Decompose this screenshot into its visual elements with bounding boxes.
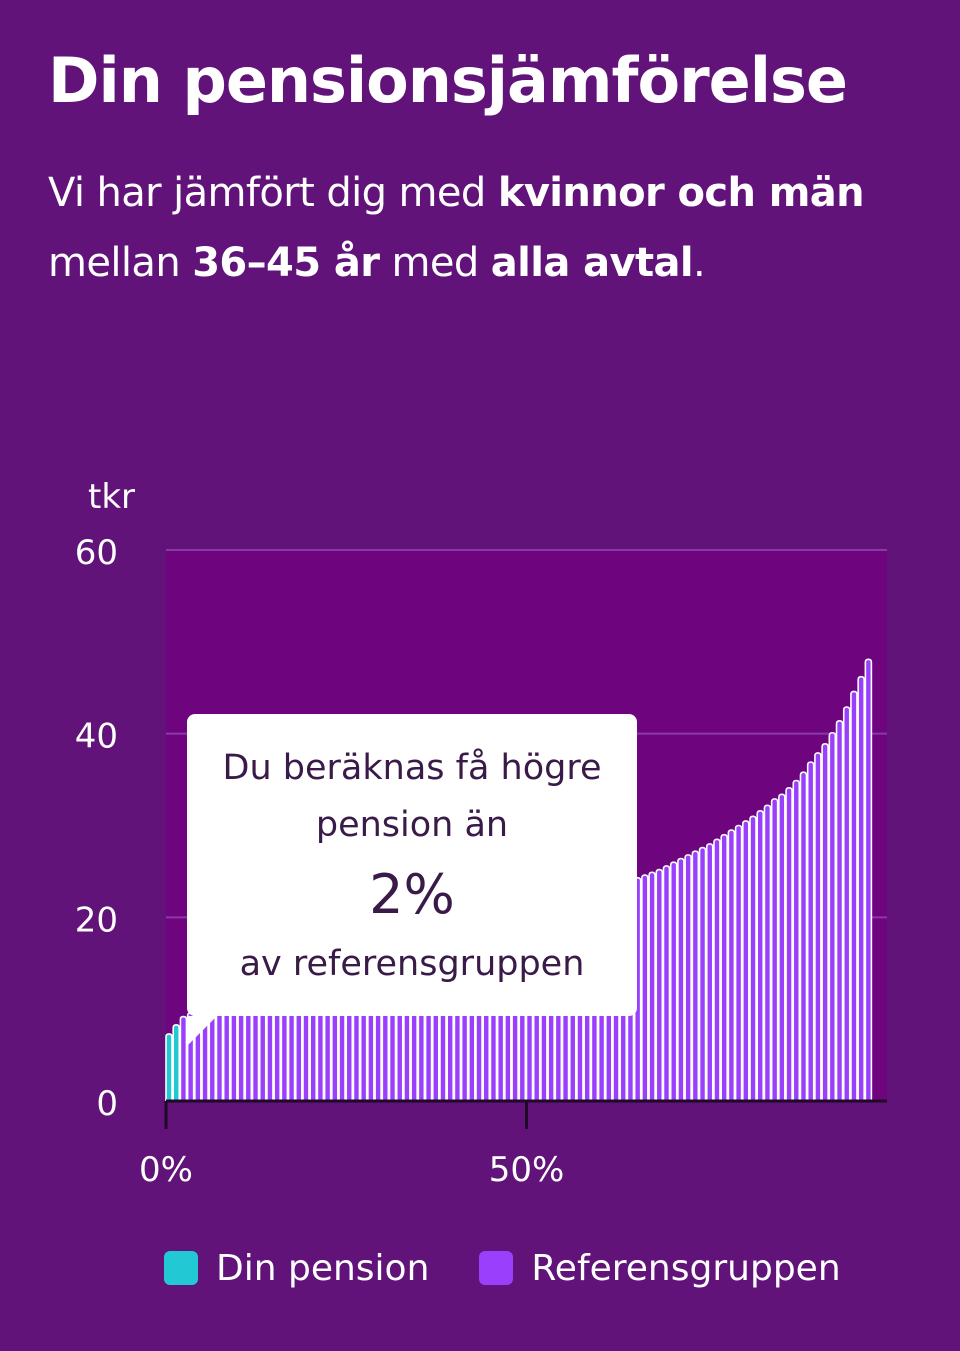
bar-reference-group — [850, 690, 858, 1102]
bar-reference-group — [756, 810, 765, 1102]
bar-reference-group — [720, 833, 728, 1102]
bar-reference-group — [835, 720, 844, 1102]
bar-reference-group — [705, 843, 714, 1102]
subtitle-text-1: Vi har jämfört dig med — [48, 170, 498, 216]
bar-reference-group — [821, 742, 829, 1102]
comparison-description: Vi har jämfört dig med kvinnor och män m… — [48, 158, 918, 298]
chart-legend: Din pension Referensgruppen — [164, 1240, 891, 1296]
bar-reference-group — [641, 874, 649, 1102]
y-tick-label: 60 — [75, 533, 118, 573]
percentile-callout: Du beräknas få högre pension än 2% av re… — [187, 714, 637, 1046]
bar-own-pension — [165, 1033, 173, 1102]
bar-reference-group — [648, 871, 656, 1102]
chart-svg: 0 20 40 60 tkr 0% 50% — [75, 477, 887, 1190]
bar-reference-group — [857, 675, 865, 1102]
page-title: Din pensionsjämförelse — [48, 44, 848, 117]
callout-text-top: Du beräknas få högre pension än — [222, 748, 602, 845]
y-tick-label: 0 — [96, 1084, 118, 1124]
subtitle-group-gender: kvinnor och män — [497, 170, 865, 216]
bar-reference-group — [864, 658, 873, 1102]
legend-label-own: Din pension — [216, 1247, 430, 1289]
y-tick-label: 20 — [75, 900, 118, 940]
bar-reference-group — [749, 815, 757, 1102]
bar-reference-group — [662, 865, 671, 1102]
bar-reference-group — [828, 731, 837, 1102]
subtitle-group-age: 36–45 år — [192, 240, 380, 286]
legend-label-reference: Referensgruppen — [531, 1247, 841, 1289]
bar-reference-group — [785, 787, 793, 1102]
bar-reference-group — [677, 857, 685, 1102]
pension-distribution-chart: 0 20 40 60 tkr 0% 50% — [0, 460, 960, 1220]
subtitle-group-agreement: alla avtal — [490, 240, 694, 286]
bar-reference-group — [770, 798, 779, 1102]
bar-reference-group — [691, 850, 700, 1102]
bar-reference-group — [179, 1015, 188, 1102]
bar-reference-group — [814, 752, 822, 1102]
bar-reference-group — [806, 761, 815, 1102]
legend-item-reference: Referensgruppen — [479, 1247, 841, 1289]
bar-reference-group — [742, 820, 750, 1102]
legend-swatch-reference — [479, 1251, 514, 1285]
legend-item-own: Din pension — [164, 1248, 429, 1289]
subtitle-text-2: mellan — [48, 240, 193, 286]
x-tick-label: 0% — [139, 1150, 193, 1190]
bar-reference-group — [792, 779, 801, 1102]
bar-reference-group — [727, 829, 736, 1102]
callout-text-bottom: av referensgruppen — [239, 944, 585, 984]
bar-reference-group — [734, 824, 743, 1102]
y-axis-unit-label: tkr — [88, 477, 135, 517]
x-tick-label: 50% — [489, 1150, 565, 1190]
bar-reference-group — [698, 846, 707, 1102]
bar-reference-group — [669, 861, 678, 1102]
bar-reference-group — [799, 771, 808, 1102]
bar-reference-group — [763, 804, 772, 1102]
y-tick-label: 40 — [75, 717, 118, 757]
bar-reference-group — [842, 706, 851, 1102]
bar-reference-group — [713, 838, 721, 1102]
bar-own-pension — [172, 1023, 181, 1102]
legend-swatch-own — [164, 1251, 198, 1285]
subtitle-text-3: med — [379, 240, 491, 286]
bar-reference-group — [684, 854, 692, 1102]
bar-reference-group — [778, 793, 786, 1102]
subtitle-text-4: . — [693, 240, 706, 286]
bar-reference-group — [655, 868, 664, 1102]
callout-percentile-value: 2% — [369, 863, 455, 926]
